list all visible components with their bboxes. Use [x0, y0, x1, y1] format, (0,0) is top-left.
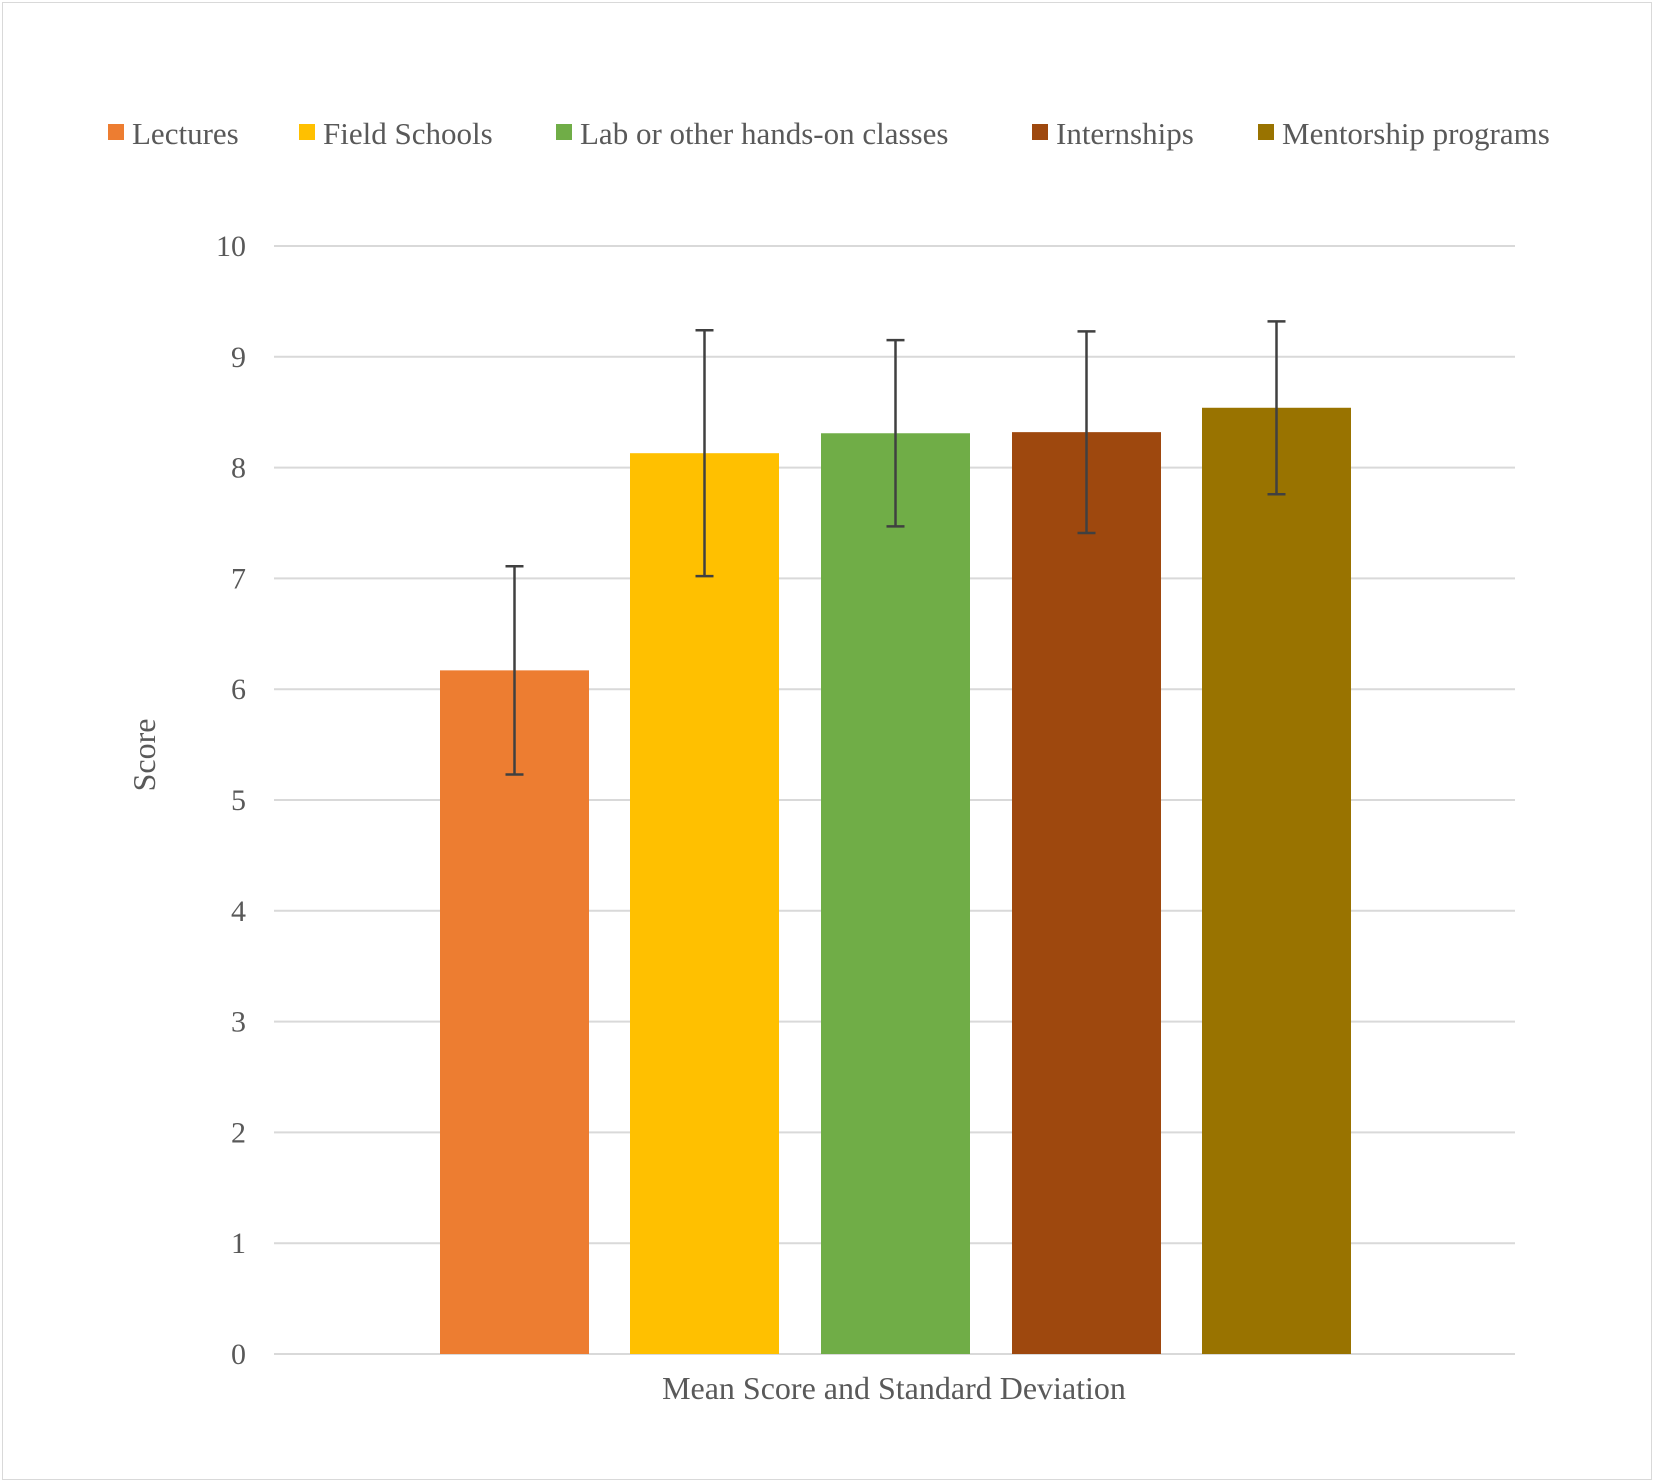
legend-item: Internships	[1032, 116, 1194, 151]
legend-item: Field Schools	[299, 116, 493, 151]
y-tick-label: 3	[231, 1006, 246, 1039]
error-bar	[505, 564, 524, 776]
y-tick-label: 2	[231, 1116, 246, 1149]
y-tick-label: 10	[216, 230, 246, 263]
y-tick-label: 9	[231, 341, 246, 374]
error-bars	[505, 320, 1286, 776]
y-tick-label: 5	[231, 784, 246, 817]
legend-item: Lectures	[108, 116, 239, 151]
legend: Lectures Field Schools Lab or other hands-…	[108, 116, 1550, 151]
bar-internships	[1012, 432, 1161, 1354]
bar-field-schools	[630, 453, 779, 1354]
legend-swatch	[108, 124, 124, 140]
bar-lab-or-other-hands-on-classes	[821, 433, 970, 1354]
y-tick-label: 6	[231, 673, 246, 706]
legend-label: Lab or other hands-on classes	[580, 116, 948, 151]
y-tick-label: 1	[231, 1227, 246, 1260]
error-bar	[1077, 330, 1096, 535]
legend-swatch	[556, 124, 572, 140]
bar-lectures	[440, 670, 589, 1354]
bar-chart: Lectures Field Schools Lab or other hands-…	[108, 116, 1550, 1406]
bar-mentorship-programs	[1202, 407, 1351, 1354]
error-bar	[695, 328, 714, 578]
legend-swatch	[1258, 124, 1274, 140]
y-tick-label: 0	[231, 1338, 246, 1371]
error-bar	[886, 338, 905, 528]
legend-swatch	[1032, 124, 1048, 140]
legend-label: Mentorship programs	[1282, 116, 1550, 151]
legend-item: Lab or other hands-on classes	[556, 116, 948, 151]
legend-label: Field Schools	[323, 116, 493, 151]
legend-label: Lectures	[132, 116, 239, 151]
error-bar	[1267, 320, 1286, 496]
x-axis-title: Mean Score and Standard Deviation	[662, 1370, 1126, 1406]
y-tick-label: 4	[231, 895, 246, 928]
y-axis-ticks: 0 1 2 3 4 5 6 7 8 9 10	[216, 230, 246, 1371]
bars	[440, 407, 1351, 1354]
legend-label: Internships	[1056, 116, 1194, 151]
y-tick-label: 7	[231, 562, 246, 595]
y-axis-title: Score	[126, 719, 162, 792]
legend-swatch	[299, 124, 315, 140]
legend-item: Mentorship programs	[1258, 116, 1550, 151]
y-tick-label: 8	[231, 452, 246, 485]
